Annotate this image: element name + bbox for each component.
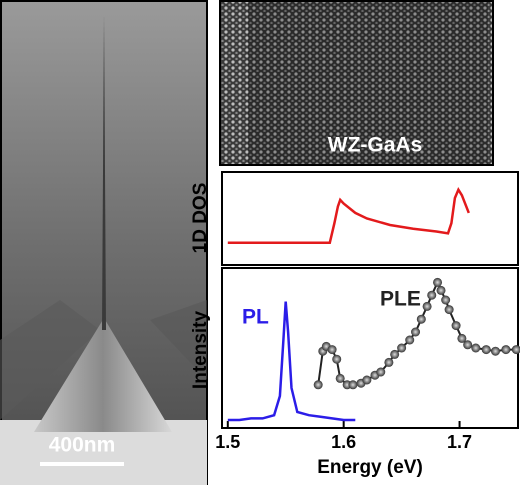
marker bbox=[501, 345, 511, 355]
x-tick-label: 1.5 bbox=[215, 432, 240, 452]
marker bbox=[471, 343, 481, 353]
y-axis-label: Intensity bbox=[190, 311, 211, 390]
scale-bar-label: 400nm bbox=[49, 434, 116, 457]
marker bbox=[416, 314, 426, 324]
x-tick-label: 1.7 bbox=[447, 432, 472, 452]
marker bbox=[463, 340, 473, 350]
marker bbox=[444, 305, 454, 315]
marker bbox=[457, 333, 467, 343]
marker bbox=[384, 357, 394, 367]
sem-shadow bbox=[0, 300, 100, 420]
tem-shade bbox=[248, 1, 488, 165]
marker bbox=[327, 345, 337, 355]
x-tick-label: 1.6 bbox=[331, 432, 356, 452]
marker bbox=[335, 373, 345, 383]
x-axis-label: Energy (eV) bbox=[317, 457, 423, 478]
sem-nanowire bbox=[102, 15, 106, 330]
marker bbox=[433, 277, 443, 287]
series-line bbox=[227, 186, 470, 244]
marker bbox=[397, 343, 407, 353]
marker bbox=[436, 285, 446, 295]
marker bbox=[376, 367, 386, 377]
tem-image bbox=[219, 0, 494, 166]
marker bbox=[313, 380, 323, 390]
marker bbox=[348, 380, 358, 390]
series-label: PL bbox=[242, 306, 269, 329]
tem-label: WZ-GaAs bbox=[328, 134, 423, 157]
y-axis-label: 1D DOS bbox=[190, 183, 211, 254]
marker bbox=[511, 345, 520, 355]
marker bbox=[427, 290, 437, 300]
marker bbox=[451, 321, 461, 331]
marker bbox=[441, 295, 451, 305]
sem-shadow bbox=[150, 300, 207, 380]
marker bbox=[390, 349, 400, 359]
marker bbox=[490, 346, 500, 356]
marker bbox=[405, 335, 415, 345]
marker bbox=[422, 301, 432, 311]
series-line bbox=[227, 301, 356, 422]
sem-pyramid bbox=[34, 318, 172, 432]
marker bbox=[362, 375, 372, 385]
marker bbox=[481, 345, 491, 355]
marker bbox=[332, 354, 342, 364]
series-label: PLE bbox=[380, 288, 421, 311]
marker bbox=[411, 327, 421, 337]
